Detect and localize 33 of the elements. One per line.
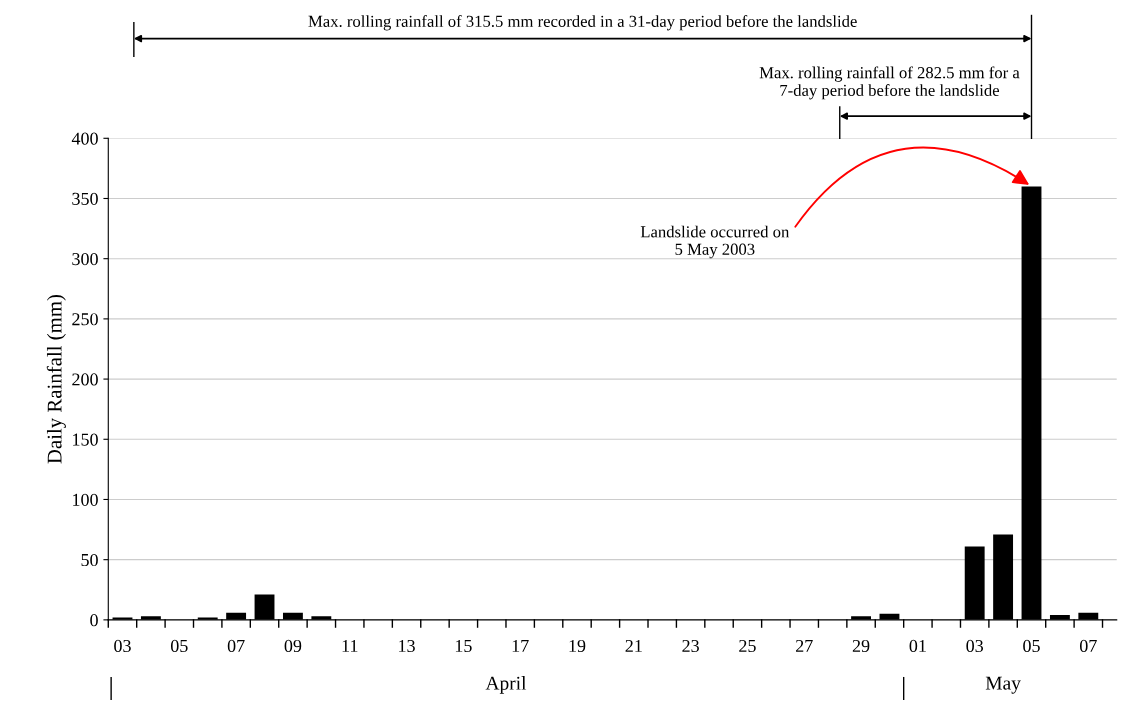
y-axis-title: Daily Rainfall (mm) bbox=[46, 294, 66, 464]
y-tick-label: 400 bbox=[71, 132, 98, 145]
x-tick-label: 11 bbox=[342, 639, 358, 652]
x-tick-label: 05 bbox=[170, 639, 188, 653]
text: May bbox=[985, 676, 1021, 694]
text: Max. rolling rainfall of 282.5 mm for a 7-day period before the landslide bbox=[759, 66, 1020, 100]
y-tick-label: 300 bbox=[72, 252, 98, 266]
x-tick-label: 17 bbox=[512, 639, 529, 652]
y-tick-label: 200 bbox=[72, 373, 98, 386]
y-tick-label: 150 bbox=[73, 433, 98, 446]
x-tick-label: 23 bbox=[682, 639, 699, 653]
x-tick-label: 21 bbox=[625, 639, 642, 652]
x-tick-label: 15 bbox=[455, 639, 472, 653]
y-tick-label: 250 bbox=[72, 313, 98, 326]
x-tick-label: 29 bbox=[852, 639, 870, 653]
x-tick-label: 19 bbox=[569, 639, 586, 653]
y-tick-label: 50 bbox=[81, 553, 98, 567]
x-tick-label: 01 bbox=[909, 639, 926, 653]
x-tick-label: 25 bbox=[739, 639, 756, 653]
x-tick-label: 07 bbox=[227, 639, 245, 653]
x-tick-label: 03 bbox=[114, 639, 131, 653]
x-tick-label: 27 bbox=[796, 639, 813, 652]
y-tick-label: 100 bbox=[73, 493, 98, 506]
text: Max. rolling rainfall of 315.5 mm recorded in a 31-day period before the landslide bbox=[308, 15, 857, 31]
annotation: Landslide occurred on 5 May 2003 bbox=[640, 225, 790, 259]
text: April bbox=[485, 676, 527, 694]
x-tick-label: 13 bbox=[399, 639, 415, 653]
x-tick-label: 09 bbox=[284, 639, 302, 653]
y-tick-label: 0 bbox=[90, 614, 98, 627]
x-tick-label: 07 bbox=[1079, 639, 1097, 653]
x-tick-label: 05 bbox=[1023, 639, 1040, 653]
y-tick-label: 350 bbox=[72, 192, 98, 205]
x-tick-label: 03 bbox=[966, 639, 984, 653]
